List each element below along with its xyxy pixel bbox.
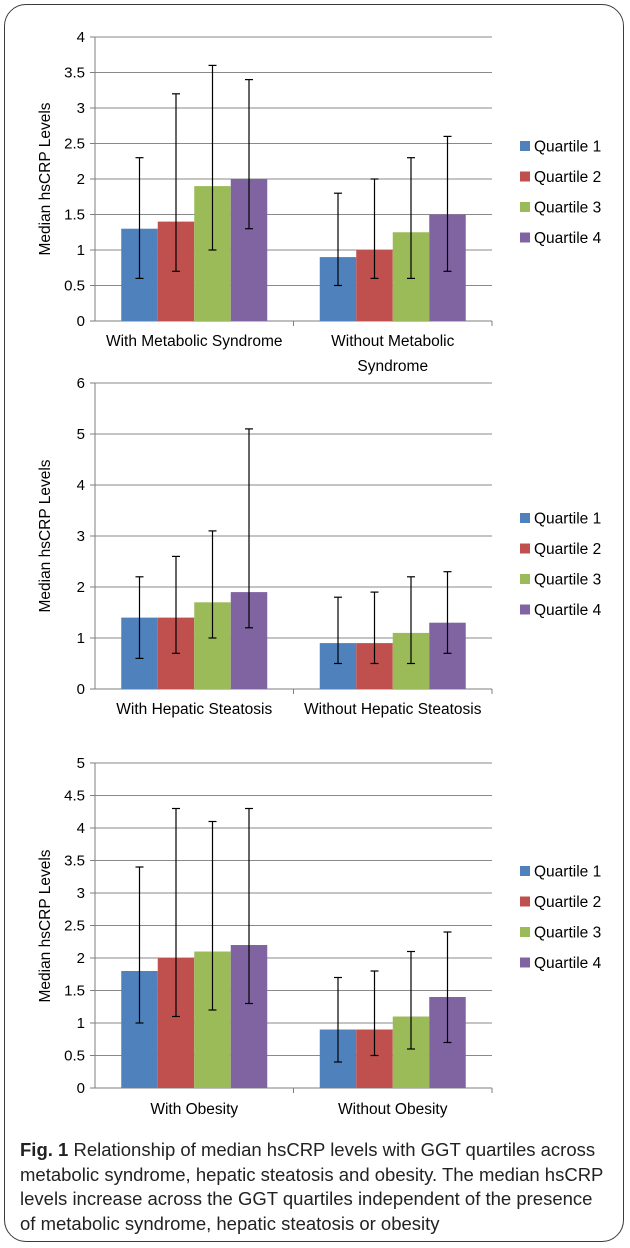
chart-1-y-tick-label: 3.5 bbox=[64, 65, 85, 82]
chart-2-y-tick-label: 4 bbox=[77, 477, 85, 494]
chart-2-legend-swatch-1 bbox=[520, 513, 530, 523]
chart-1-y-tick-label: 1 bbox=[77, 242, 85, 259]
chart-2-y-tick-label: 6 bbox=[77, 375, 85, 392]
chart-2-y-tick-label: 3 bbox=[77, 528, 85, 545]
chart-1-legend-swatch-2 bbox=[520, 171, 530, 182]
chart-3-legend-label-2: Quartile 2 bbox=[534, 894, 601, 911]
chart-2-legend-label-1: Quartile 1 bbox=[534, 511, 601, 528]
chart-3-y-tick-label: 2.5 bbox=[64, 918, 85, 935]
chart-2-legend-swatch-3 bbox=[520, 574, 530, 584]
chart-3-y-tick-label: 4 bbox=[77, 820, 85, 837]
chart-2-category-label-1: With Hepatic Steatosis bbox=[116, 701, 272, 718]
chart-1-legend-label-1: Quartile 1 bbox=[534, 139, 601, 156]
chart-2-y-tick-label: 5 bbox=[77, 426, 85, 443]
chart-1-legend-swatch-1 bbox=[520, 141, 530, 151]
chart-3-y-tick-label: 5 bbox=[77, 755, 85, 772]
chart-3-y-axis-label: Median hsCRP Levels bbox=[37, 849, 54, 1002]
chart-3-category-label-1: With Obesity bbox=[150, 1101, 238, 1118]
caption-text: Relationship of median hsCRP levels with… bbox=[20, 1139, 604, 1234]
chart-3-legend-swatch-2 bbox=[520, 896, 530, 907]
chart-2-legend-label-4: Quartile 4 bbox=[534, 602, 602, 619]
chart-3-legend-label-4: Quartile 4 bbox=[534, 955, 602, 972]
chart-1-category-label-2: Syndrome bbox=[357, 358, 428, 375]
chart-3-legend-label-1: Quartile 1 bbox=[534, 864, 601, 881]
chart-3-y-tick-label: 2 bbox=[77, 950, 85, 967]
chart-2-legend-label-2: Quartile 2 bbox=[534, 541, 601, 558]
chart-3-y-tick-label: 3.5 bbox=[64, 853, 85, 870]
chart-1-y-tick-label: 0 bbox=[77, 313, 85, 330]
chart-2-y-tick-label: 1 bbox=[77, 630, 85, 647]
chart-3-legend-swatch-3 bbox=[520, 927, 530, 937]
chart-1-y-tick-label: 4 bbox=[77, 29, 85, 46]
chart-2-legend-swatch-4 bbox=[520, 604, 530, 615]
chart-2-category-label-2: Without Hepatic Steatosis bbox=[304, 701, 482, 718]
chart-2-y-tick-label: 0 bbox=[77, 681, 85, 698]
chart-1-category-label-1: With Metabolic Syndrome bbox=[106, 333, 283, 350]
chart-1-legend-label-3: Quartile 3 bbox=[534, 200, 601, 217]
chart-3-y-tick-label: 0.5 bbox=[64, 1048, 85, 1065]
caption-label: Fig. 1 bbox=[20, 1139, 69, 1160]
chart-3-y-tick-label: 1.5 bbox=[64, 983, 85, 1000]
chart-3-category-label-2: Without Obesity bbox=[338, 1101, 448, 1118]
chart-1-legend-label-2: Quartile 2 bbox=[534, 169, 601, 186]
chart-1-y-axis-label: Median hsCRP Levels bbox=[37, 102, 54, 255]
chart-2-legend-label-3: Quartile 3 bbox=[534, 572, 601, 589]
chart-3-y-tick-label: 4.5 bbox=[64, 788, 85, 805]
chart-1-category-label-2: Without Metabolic bbox=[331, 333, 454, 350]
chart-2-y-tick-label: 2 bbox=[77, 579, 85, 596]
chart-3-legend-swatch-4 bbox=[520, 957, 530, 968]
chart-1-y-tick-label: 3 bbox=[77, 100, 85, 117]
figure-charts: 0 0.5 1 1.5 2 2.5 3 3.5 4 Median hsCRP Levels With… bbox=[37, 29, 602, 1118]
chart-3-y-tick-label: 1 bbox=[77, 1015, 85, 1032]
chart-1-y-tick-label: 2.5 bbox=[64, 136, 85, 153]
chart-3-y-tick-label: 3 bbox=[77, 885, 85, 902]
chart-3-y-tick-label: 0 bbox=[77, 1080, 85, 1097]
chart-1-y-tick-label: 2 bbox=[77, 171, 85, 188]
chart-1-y-tick-label: 0.5 bbox=[64, 278, 85, 295]
chart-1-legend-label-4: Quartile 4 bbox=[534, 230, 602, 247]
chart-1-legend-swatch-4 bbox=[520, 232, 530, 243]
chart-2-y-axis-label: Median hsCRP Levels bbox=[37, 459, 54, 612]
chart-2-legend-swatch-2 bbox=[520, 543, 530, 554]
figure-frame bbox=[4, 4, 624, 1242]
chart-3-legend-swatch-1 bbox=[520, 866, 530, 876]
figure-caption: Fig. 1 Relationship of median hsCRP leve… bbox=[20, 1138, 610, 1236]
chart-1-y-tick-label: 1.5 bbox=[64, 207, 85, 224]
chart-3-legend-label-3: Quartile 3 bbox=[534, 925, 601, 942]
chart-1-legend-swatch-3 bbox=[520, 202, 530, 212]
